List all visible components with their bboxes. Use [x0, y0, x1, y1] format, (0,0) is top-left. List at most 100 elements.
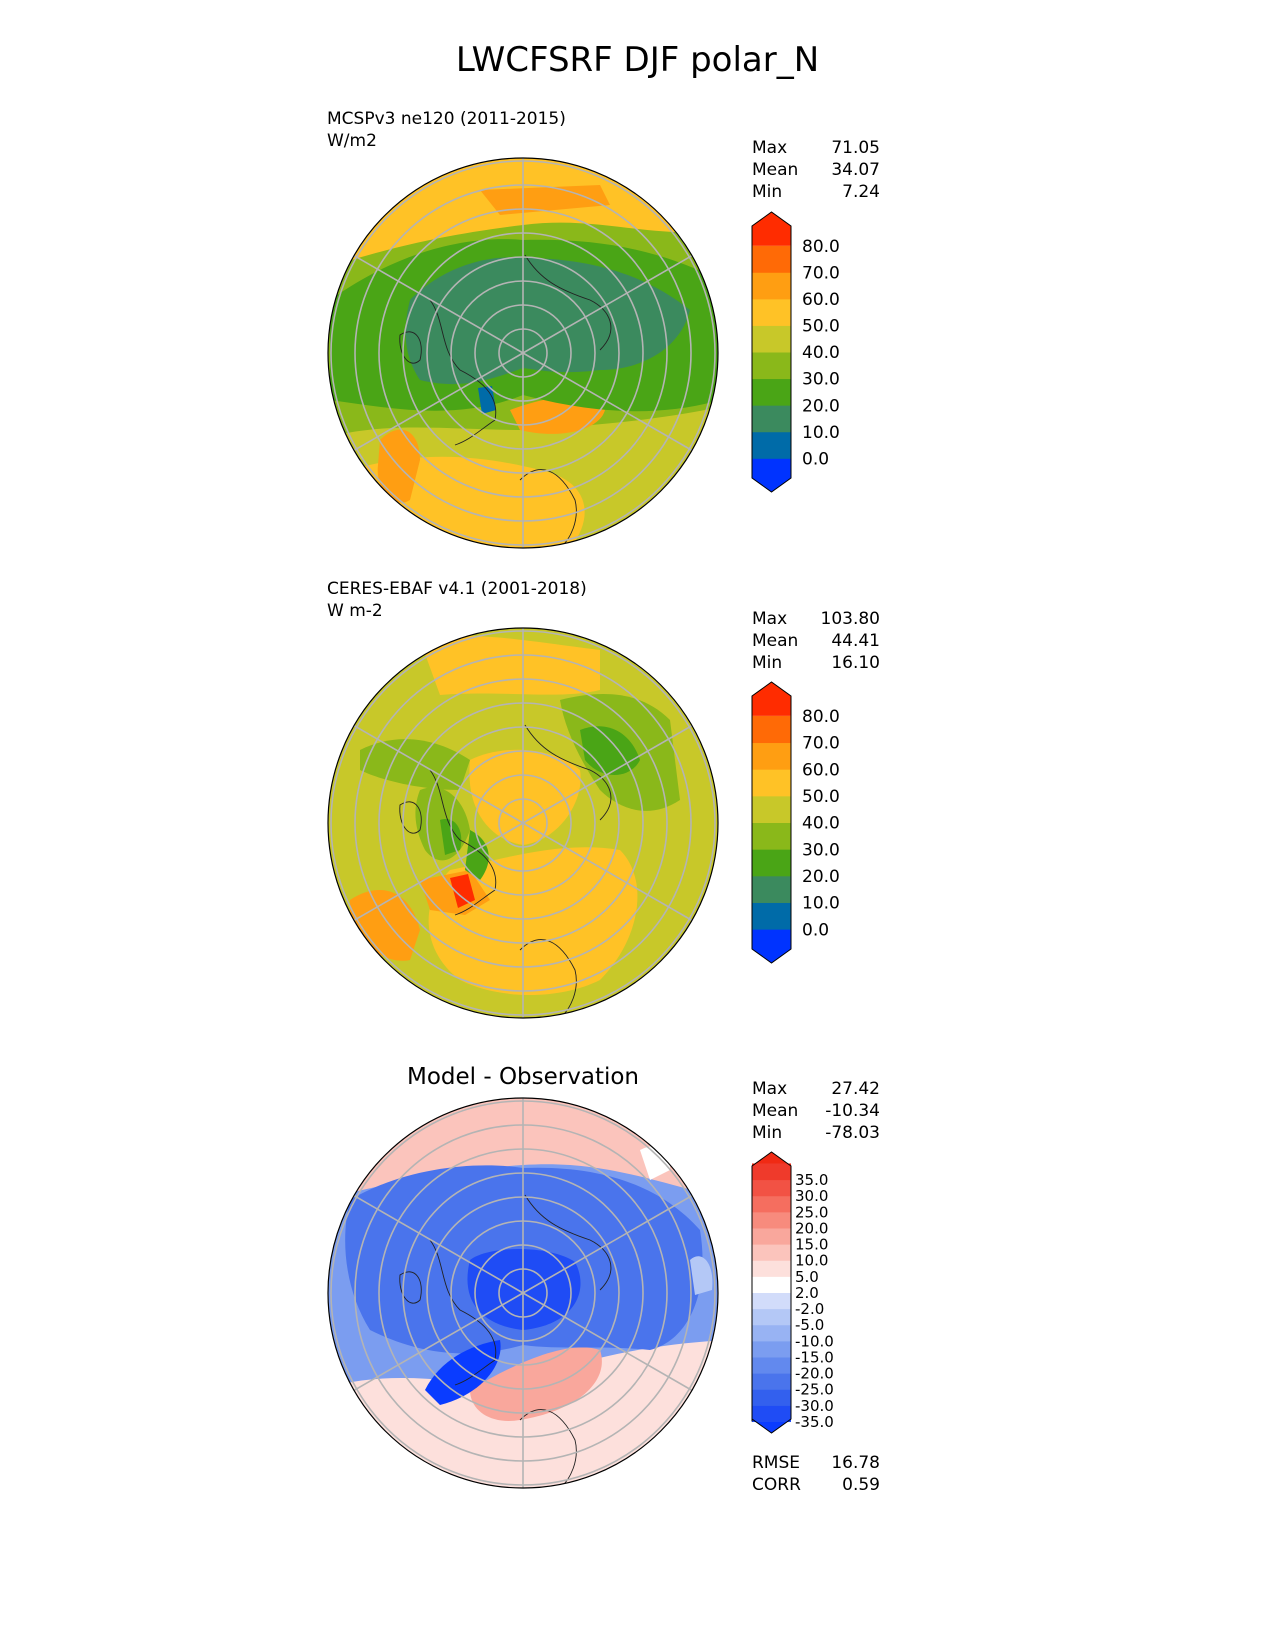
- diff-colorbar-swatch: [752, 1308, 791, 1326]
- diff-colorbar-tick-label: -35.0: [795, 1413, 834, 1431]
- test-panel-units: W/m2: [327, 131, 377, 151]
- ref-map: [327, 627, 719, 1019]
- test-colorbar-swatch: [752, 405, 791, 433]
- ref-stats: Max 103.80 Mean 44.41 Min 16.10: [752, 608, 880, 674]
- test-colorbar-tick-label: 60.0: [802, 290, 840, 310]
- test-colorbar-swatch: [752, 378, 791, 406]
- ref-map-border: [327, 627, 719, 1019]
- diff-colorbar-outline: [751, 1151, 792, 1434]
- ref-coastlines: [399, 724, 612, 1018]
- ref-panel-units: W m-2: [327, 601, 383, 621]
- diff-metric-label: RMSE: [752, 1453, 801, 1473]
- ref-colorbar-tick-label: 10.0: [802, 894, 840, 914]
- test-colorbar-tick-label: 70.0: [802, 263, 840, 283]
- diff-colorbar-tick-label: 20.0: [795, 1219, 828, 1237]
- ref-panel-name: CERES-EBAF v4.1 (2001-2018): [327, 579, 587, 599]
- test-panel-title: MCSPv3 ne120 (2011-2015) W/m2: [327, 108, 566, 152]
- test-panel-name: MCSPv3 ne120 (2011-2015): [327, 109, 566, 129]
- diff-colorbar-swatch: [752, 1227, 791, 1245]
- ref-colorbar-tick-label: 80.0: [802, 707, 840, 727]
- test-colorbar-swatch: [752, 325, 791, 353]
- ref-stat-label: Mean: [752, 631, 799, 651]
- ref-colorbar-swatch: [752, 769, 791, 797]
- ref-colorbar-tick-label: 60.0: [802, 760, 840, 780]
- diff-stat-min: -78.03: [825, 1123, 880, 1143]
- diff-colorbar-swatch: [752, 1419, 791, 1433]
- test-coastlines: [399, 254, 612, 548]
- test-map: [327, 157, 719, 549]
- ref-colorbar-swatch: [752, 902, 791, 930]
- test-gridlines: [330, 158, 716, 548]
- ref-colorbar-tick-label: 30.0: [802, 840, 840, 860]
- diff-colorbar-swatch: [752, 1195, 791, 1213]
- test-colorbar-swatch: [752, 352, 791, 380]
- diff-colorbar-tick-label: 10.0: [795, 1252, 828, 1270]
- ref-gridlines: [330, 628, 716, 1018]
- diff-colorbar-tick-label: -5.0: [795, 1316, 824, 1334]
- ref-colorbar-swatch: [752, 742, 791, 770]
- test-colorbar-tick-label: 50.0: [802, 317, 840, 337]
- diff-colorbar-swatch: [752, 1152, 791, 1166]
- diff-colorbar-swatch: [752, 1211, 791, 1229]
- diff-colorbar-tick-label: -20.0: [795, 1365, 834, 1383]
- test-stat-mean: 34.07: [831, 160, 880, 180]
- test-colorbar-swatch: [752, 212, 791, 246]
- diff-colorbar-swatch: [752, 1357, 791, 1374]
- diff-stat-label: Mean: [752, 1101, 799, 1121]
- diff-colorbar-tick-label: 25.0: [795, 1203, 828, 1221]
- diff-map: [327, 1097, 719, 1489]
- test-stats: Max 71.05 Mean 34.07 Min 7.24: [752, 137, 880, 203]
- test-stat-label: Min: [752, 182, 783, 202]
- test-colorbar-swatch: [752, 458, 791, 492]
- test-colorbar: 0.0 10.0 20.0 30.0 40.0 50.0 60.0 70.0 80.0: [751, 211, 840, 493]
- test-colorbar-swatch: [752, 298, 791, 326]
- diff-colorbar-swatch: [752, 1260, 791, 1277]
- diff-colorbar-swatch: [752, 1276, 791, 1293]
- diff-stat-label: Max: [752, 1079, 788, 1099]
- ref-stat-mean: 44.41: [831, 631, 880, 651]
- diff-colorbar-swatch: [752, 1292, 791, 1310]
- test-colorbar-tick-label: 30.0: [802, 370, 840, 390]
- ref-colorbar-swatch: [752, 715, 791, 744]
- diff-stat-label: Min: [752, 1123, 783, 1143]
- diff-metric-label: CORR: [752, 1475, 801, 1495]
- diff-colorbar-tick-label: 15.0: [795, 1236, 828, 1254]
- ref-colorbar-tick-label: 0.0: [802, 920, 829, 940]
- diff-colorbar-swatch: [752, 1163, 791, 1181]
- diff-colorbar-tick-label: -25.0: [795, 1381, 834, 1399]
- diff-colorbar-swatch: [752, 1389, 791, 1406]
- diff-metrics: RMSE 16.78 CORR 0.59: [752, 1452, 880, 1496]
- ref-colorbar-tick-label: 40.0: [802, 814, 840, 834]
- test-stat-max: 71.05: [831, 138, 880, 158]
- ref-colorbar-outline: [751, 681, 792, 964]
- ref-colorbar: 0.0 10.0 20.0 30.0 40.0 50.0 60.0 70.0 80.0: [751, 681, 840, 964]
- ref-colorbar-swatch: [752, 875, 791, 903]
- diff-colorbar-swatch: [752, 1179, 791, 1197]
- test-stat-min: 7.24: [842, 182, 880, 202]
- test-colorbar-outline: [751, 211, 792, 493]
- ref-colorbar-swatch: [752, 682, 791, 716]
- test-stat-label: Max: [752, 138, 788, 158]
- diff-colorbar-tick-label: -10.0: [795, 1332, 834, 1350]
- diff-colorbar-swatch: [752, 1324, 791, 1342]
- ref-panel-title: CERES-EBAF v4.1 (2001-2018) W m-2: [327, 578, 587, 622]
- diff-colorbar-tick-label: -15.0: [795, 1348, 834, 1366]
- ref-stat-max: 103.80: [820, 609, 880, 629]
- test-colorbar-swatch: [752, 272, 791, 300]
- diff-colorbar-swatch: [752, 1244, 791, 1261]
- test-colorbar-tick-label: 40.0: [802, 343, 840, 363]
- ref-colorbar-tick-label: 70.0: [802, 734, 840, 754]
- diff-rmse-value: 16.78: [831, 1453, 880, 1473]
- diff-corr-value: 0.59: [842, 1475, 880, 1495]
- diff-stat-mean: -10.34: [825, 1101, 880, 1121]
- diff-gridlines: [330, 1098, 716, 1488]
- diff-colorbar-tick-label: 30.0: [795, 1187, 828, 1205]
- diff-colorbar-tick-label: 5.0: [795, 1268, 819, 1286]
- diff-stats: Max 27.42 Mean -10.34 Min -78.03: [752, 1078, 880, 1144]
- ref-stat-label: Max: [752, 609, 788, 629]
- test-colorbar-swatch: [752, 431, 791, 459]
- diff-colorbar: -35.0-30.0-25.0-20.0-15.0-10.0-5.0-2.02.…: [751, 1151, 834, 1434]
- ref-stat-min: 16.10: [831, 653, 880, 673]
- ref-colorbar-swatch: [752, 929, 791, 963]
